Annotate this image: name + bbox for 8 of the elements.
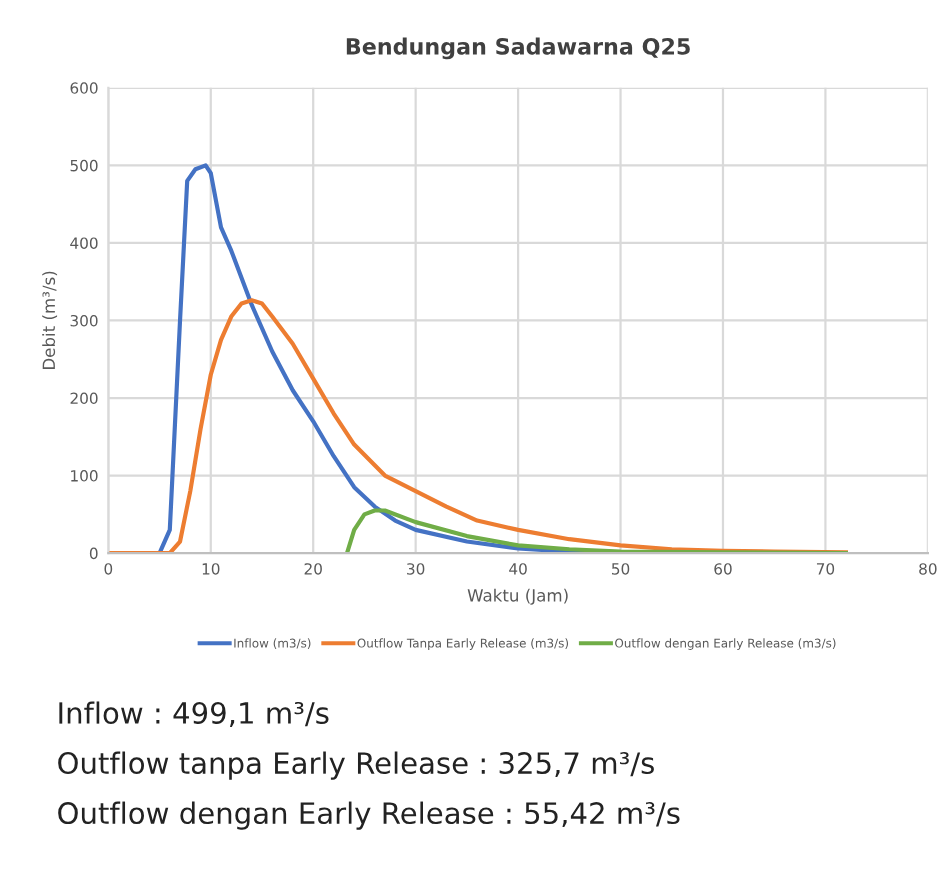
chart-title: Bendungan Sadawarna Q25 (346, 37, 690, 60)
text: Outflow tanpa Early Release : 325,7 m³/s (58, 751, 654, 780)
text: Outflow dengan Early Release : 55,42 m³/s (58, 801, 680, 830)
line-series (344, 508, 849, 554)
text: Inflow : 499,1 m³/s (59, 701, 329, 728)
y-axis-title: Debit (m³/s) (42, 271, 58, 370)
x-axis-title: Waktu (Jam) (467, 588, 568, 605)
line-series (108, 298, 849, 554)
